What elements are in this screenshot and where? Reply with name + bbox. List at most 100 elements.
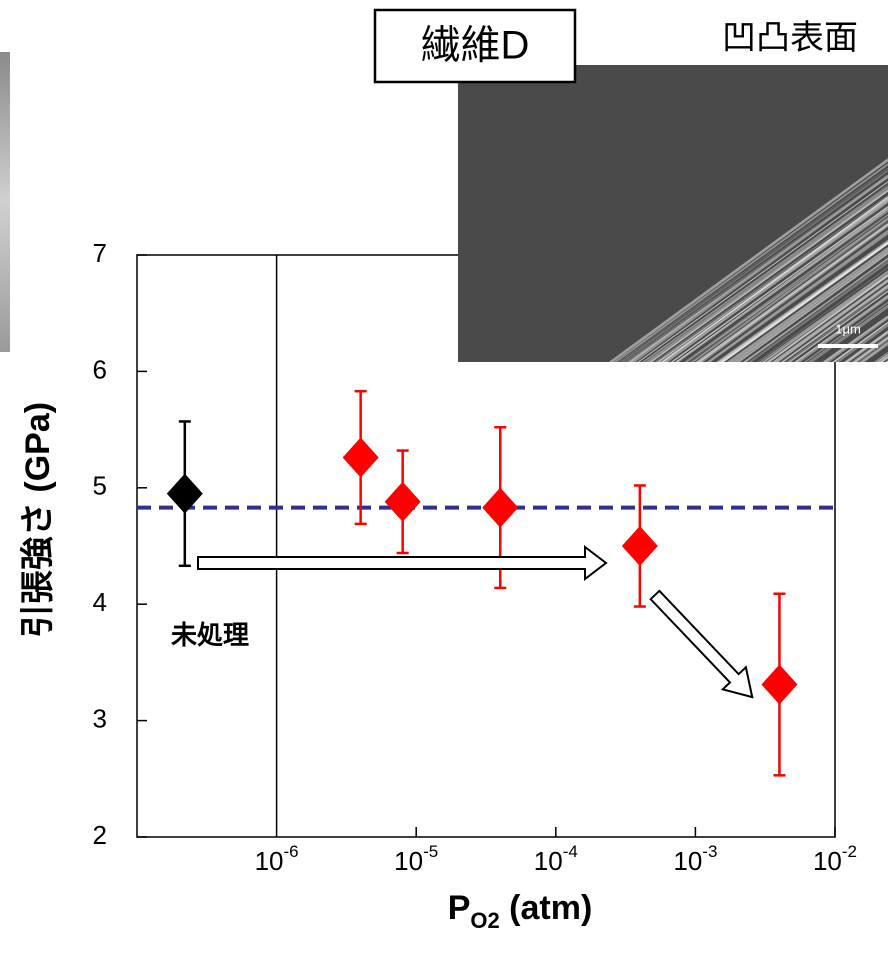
sem-streak	[775, 280, 888, 362]
sem-streak	[458, 382, 888, 695]
sem-streak	[759, 270, 888, 362]
sem-streak	[458, 399, 888, 712]
sem-streak	[458, 370, 888, 678]
marker	[384, 481, 421, 522]
sem-streak	[691, 218, 888, 362]
sem-streak	[844, 330, 888, 362]
sem-streak	[808, 304, 888, 362]
sem-streak	[756, 267, 888, 362]
sem-streak	[664, 199, 888, 362]
sem-streak	[458, 378, 888, 686]
y-tick-label: 2	[93, 820, 107, 850]
sem-streak	[458, 370, 888, 677]
sem-streak	[458, 394, 888, 701]
sem-streak	[706, 230, 888, 362]
sem-streak	[458, 398, 888, 705]
arrow	[649, 589, 754, 699]
arrow	[197, 544, 608, 582]
sem-streak	[631, 175, 888, 362]
sem-streak	[773, 278, 888, 362]
annotation: 未処理	[171, 620, 249, 650]
sem-streak	[458, 417, 888, 723]
sem-streak	[824, 316, 888, 362]
y-tick-label: 3	[93, 703, 107, 733]
x-tick-label: 10-4	[534, 842, 578, 875]
sem-streak	[458, 366, 888, 681]
sem-streak	[736, 252, 888, 362]
sem-streak	[853, 337, 888, 362]
x-tick-exponent: -5	[423, 842, 438, 861]
x-tick-label: 10-5	[394, 842, 438, 875]
x-tick-exponent: -3	[702, 842, 717, 861]
sem-streak	[613, 163, 888, 362]
sem-streak	[685, 214, 888, 362]
sem-streak	[781, 284, 888, 362]
inset-caption: 凹凸表面	[722, 19, 858, 57]
y-axis-title: 引張強さ (GPa)	[19, 402, 57, 638]
sem-streak	[796, 296, 888, 362]
sem-texture	[458, 158, 888, 723]
sem-streak	[620, 170, 888, 362]
sem-streak	[458, 371, 888, 685]
sem-streak	[822, 315, 888, 362]
sem-streak	[720, 242, 888, 362]
sem-streak	[851, 336, 888, 362]
x-tick-base: 10	[255, 846, 284, 876]
marker	[482, 487, 519, 528]
sem-streak	[699, 224, 888, 362]
marker	[342, 437, 379, 478]
sem-streak	[734, 252, 888, 362]
sem-streak	[845, 331, 888, 362]
y-tick-label: 7	[93, 238, 107, 268]
sem-streak	[761, 270, 888, 362]
sem-streak	[618, 167, 888, 362]
x-axis-title-main: P	[448, 889, 471, 927]
sem-streak	[837, 325, 888, 362]
sem-streak	[827, 317, 888, 362]
sem-streak	[832, 322, 888, 362]
sem-streak	[734, 249, 888, 362]
arrows	[197, 544, 754, 699]
sem-streak	[766, 273, 888, 362]
sem-streak	[458, 403, 888, 708]
sem-streak	[692, 220, 888, 362]
sem-streak	[832, 321, 888, 362]
sem-streak	[794, 294, 888, 362]
sem-streak	[749, 261, 888, 362]
sem-streak	[728, 247, 888, 362]
sem-streak	[810, 305, 888, 362]
inset-title: 繊維D	[421, 24, 530, 68]
sem-streak	[853, 337, 888, 362]
marker	[166, 473, 203, 514]
sem-streak	[707, 232, 888, 362]
sem-streak	[458, 389, 888, 696]
x-tick-label: 10-6	[255, 842, 299, 875]
sem-streak	[823, 315, 888, 362]
sem-streak	[700, 225, 888, 362]
sem-streak	[458, 399, 888, 707]
scale-bar-label: 1μm	[835, 321, 861, 336]
x-axis-title-sub: O2	[470, 908, 499, 933]
x-tick-base: 10	[534, 846, 563, 876]
x-axis-title: PO2 (atm)	[448, 889, 593, 933]
sem-streak	[795, 295, 888, 362]
sem-streak	[885, 360, 888, 362]
y-tick-label: 6	[93, 354, 107, 384]
sem-streak	[458, 377, 888, 691]
x-tick-base: 10	[673, 846, 702, 876]
sem-streak	[804, 301, 888, 362]
sem-streak	[458, 388, 888, 700]
sem-streak	[458, 363, 888, 672]
x-tick-base: 10	[394, 846, 423, 876]
sem-streak	[698, 224, 888, 362]
sem-streak	[654, 195, 888, 362]
side-image	[0, 52, 10, 352]
y-tick-label: 5	[93, 471, 107, 501]
sem-streak	[747, 259, 888, 362]
sem-streak	[788, 290, 888, 362]
y-tick-label: 4	[93, 587, 107, 617]
inset-image: 1μm	[458, 65, 888, 723]
sem-streak	[608, 158, 888, 362]
sem-streak	[458, 393, 888, 702]
